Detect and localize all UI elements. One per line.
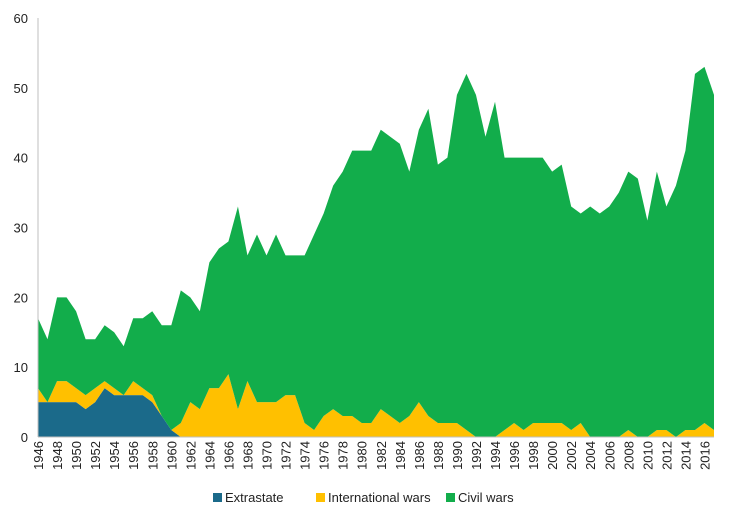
x-tick-label: 1968 bbox=[240, 441, 255, 470]
x-tick-label: 1958 bbox=[145, 441, 160, 470]
x-tick-label: 1954 bbox=[107, 441, 122, 470]
legend: Extrastate International wars Civil wars bbox=[213, 490, 514, 505]
x-tick-label: 1972 bbox=[279, 441, 294, 470]
x-tick-label: 1986 bbox=[412, 441, 427, 470]
x-tick-label: 1978 bbox=[336, 441, 351, 470]
y-tick-label: 30 bbox=[14, 221, 28, 236]
y-tick-label: 20 bbox=[14, 290, 28, 305]
legend-swatch-civil-wars bbox=[446, 493, 455, 502]
x-tick-label: 1974 bbox=[298, 441, 313, 470]
x-tick-label: 1998 bbox=[526, 441, 541, 470]
tick-labels-layer: 0 10 20 30 40 50 60 1946 1948 1950 1952 1954 1956 195… bbox=[14, 11, 713, 470]
y-tick-label: 10 bbox=[14, 360, 28, 375]
x-tick-label: 1956 bbox=[126, 441, 141, 470]
x-tick-label: 1984 bbox=[393, 441, 408, 470]
y-tick-label: 50 bbox=[14, 81, 28, 96]
x-tick-label: 1962 bbox=[183, 441, 198, 470]
y-tick-label: 40 bbox=[14, 151, 28, 166]
legend-swatch-extrastate bbox=[213, 493, 222, 502]
legend-label-international-wars: International wars bbox=[328, 490, 431, 505]
x-tick-label: 2016 bbox=[697, 441, 712, 470]
x-tick-label: 1980 bbox=[355, 441, 370, 470]
x-tick-label: 1976 bbox=[317, 441, 332, 470]
x-tick-label: 2002 bbox=[564, 441, 579, 470]
area-civil-wars bbox=[38, 66, 714, 437]
x-tick-label: 2008 bbox=[621, 441, 636, 470]
x-tick-label: 1992 bbox=[469, 441, 484, 470]
x-tick-label: 1966 bbox=[221, 441, 236, 470]
x-tick-label: 1988 bbox=[431, 441, 446, 470]
y-tick-label: 60 bbox=[14, 11, 28, 26]
x-tick-label: 2000 bbox=[545, 441, 560, 470]
x-tick-label: 2014 bbox=[678, 441, 693, 470]
area-extrastate bbox=[38, 388, 714, 437]
legend-label-extrastate: Extrastate bbox=[225, 490, 284, 505]
x-tick-label: 1946 bbox=[31, 441, 46, 470]
x-tick-label: 1952 bbox=[88, 441, 103, 470]
x-tick-label: 2006 bbox=[602, 441, 617, 470]
x-tick-label: 1970 bbox=[260, 441, 275, 470]
x-tick-label: 2004 bbox=[583, 441, 598, 470]
x-tick-label: 1960 bbox=[164, 441, 179, 470]
x-tick-label: 1964 bbox=[202, 441, 217, 470]
x-tick-label: 1994 bbox=[488, 441, 503, 470]
x-tick-label: 1982 bbox=[374, 441, 389, 470]
areas-layer bbox=[38, 66, 714, 437]
axes-layer bbox=[37, 18, 714, 438]
legend-swatch-international-wars bbox=[316, 493, 325, 502]
x-tick-label: 1948 bbox=[50, 441, 65, 470]
x-tick-label: 2012 bbox=[659, 441, 674, 470]
x-tick-label: 1950 bbox=[69, 441, 84, 470]
area-international-wars bbox=[38, 374, 714, 437]
x-tick-label: 1990 bbox=[450, 441, 465, 470]
legend-label-civil-wars: Civil wars bbox=[458, 490, 514, 505]
y-tick-label: 0 bbox=[21, 430, 28, 445]
x-tick-label: 1996 bbox=[507, 441, 522, 470]
x-tick-label: 2010 bbox=[640, 441, 655, 470]
